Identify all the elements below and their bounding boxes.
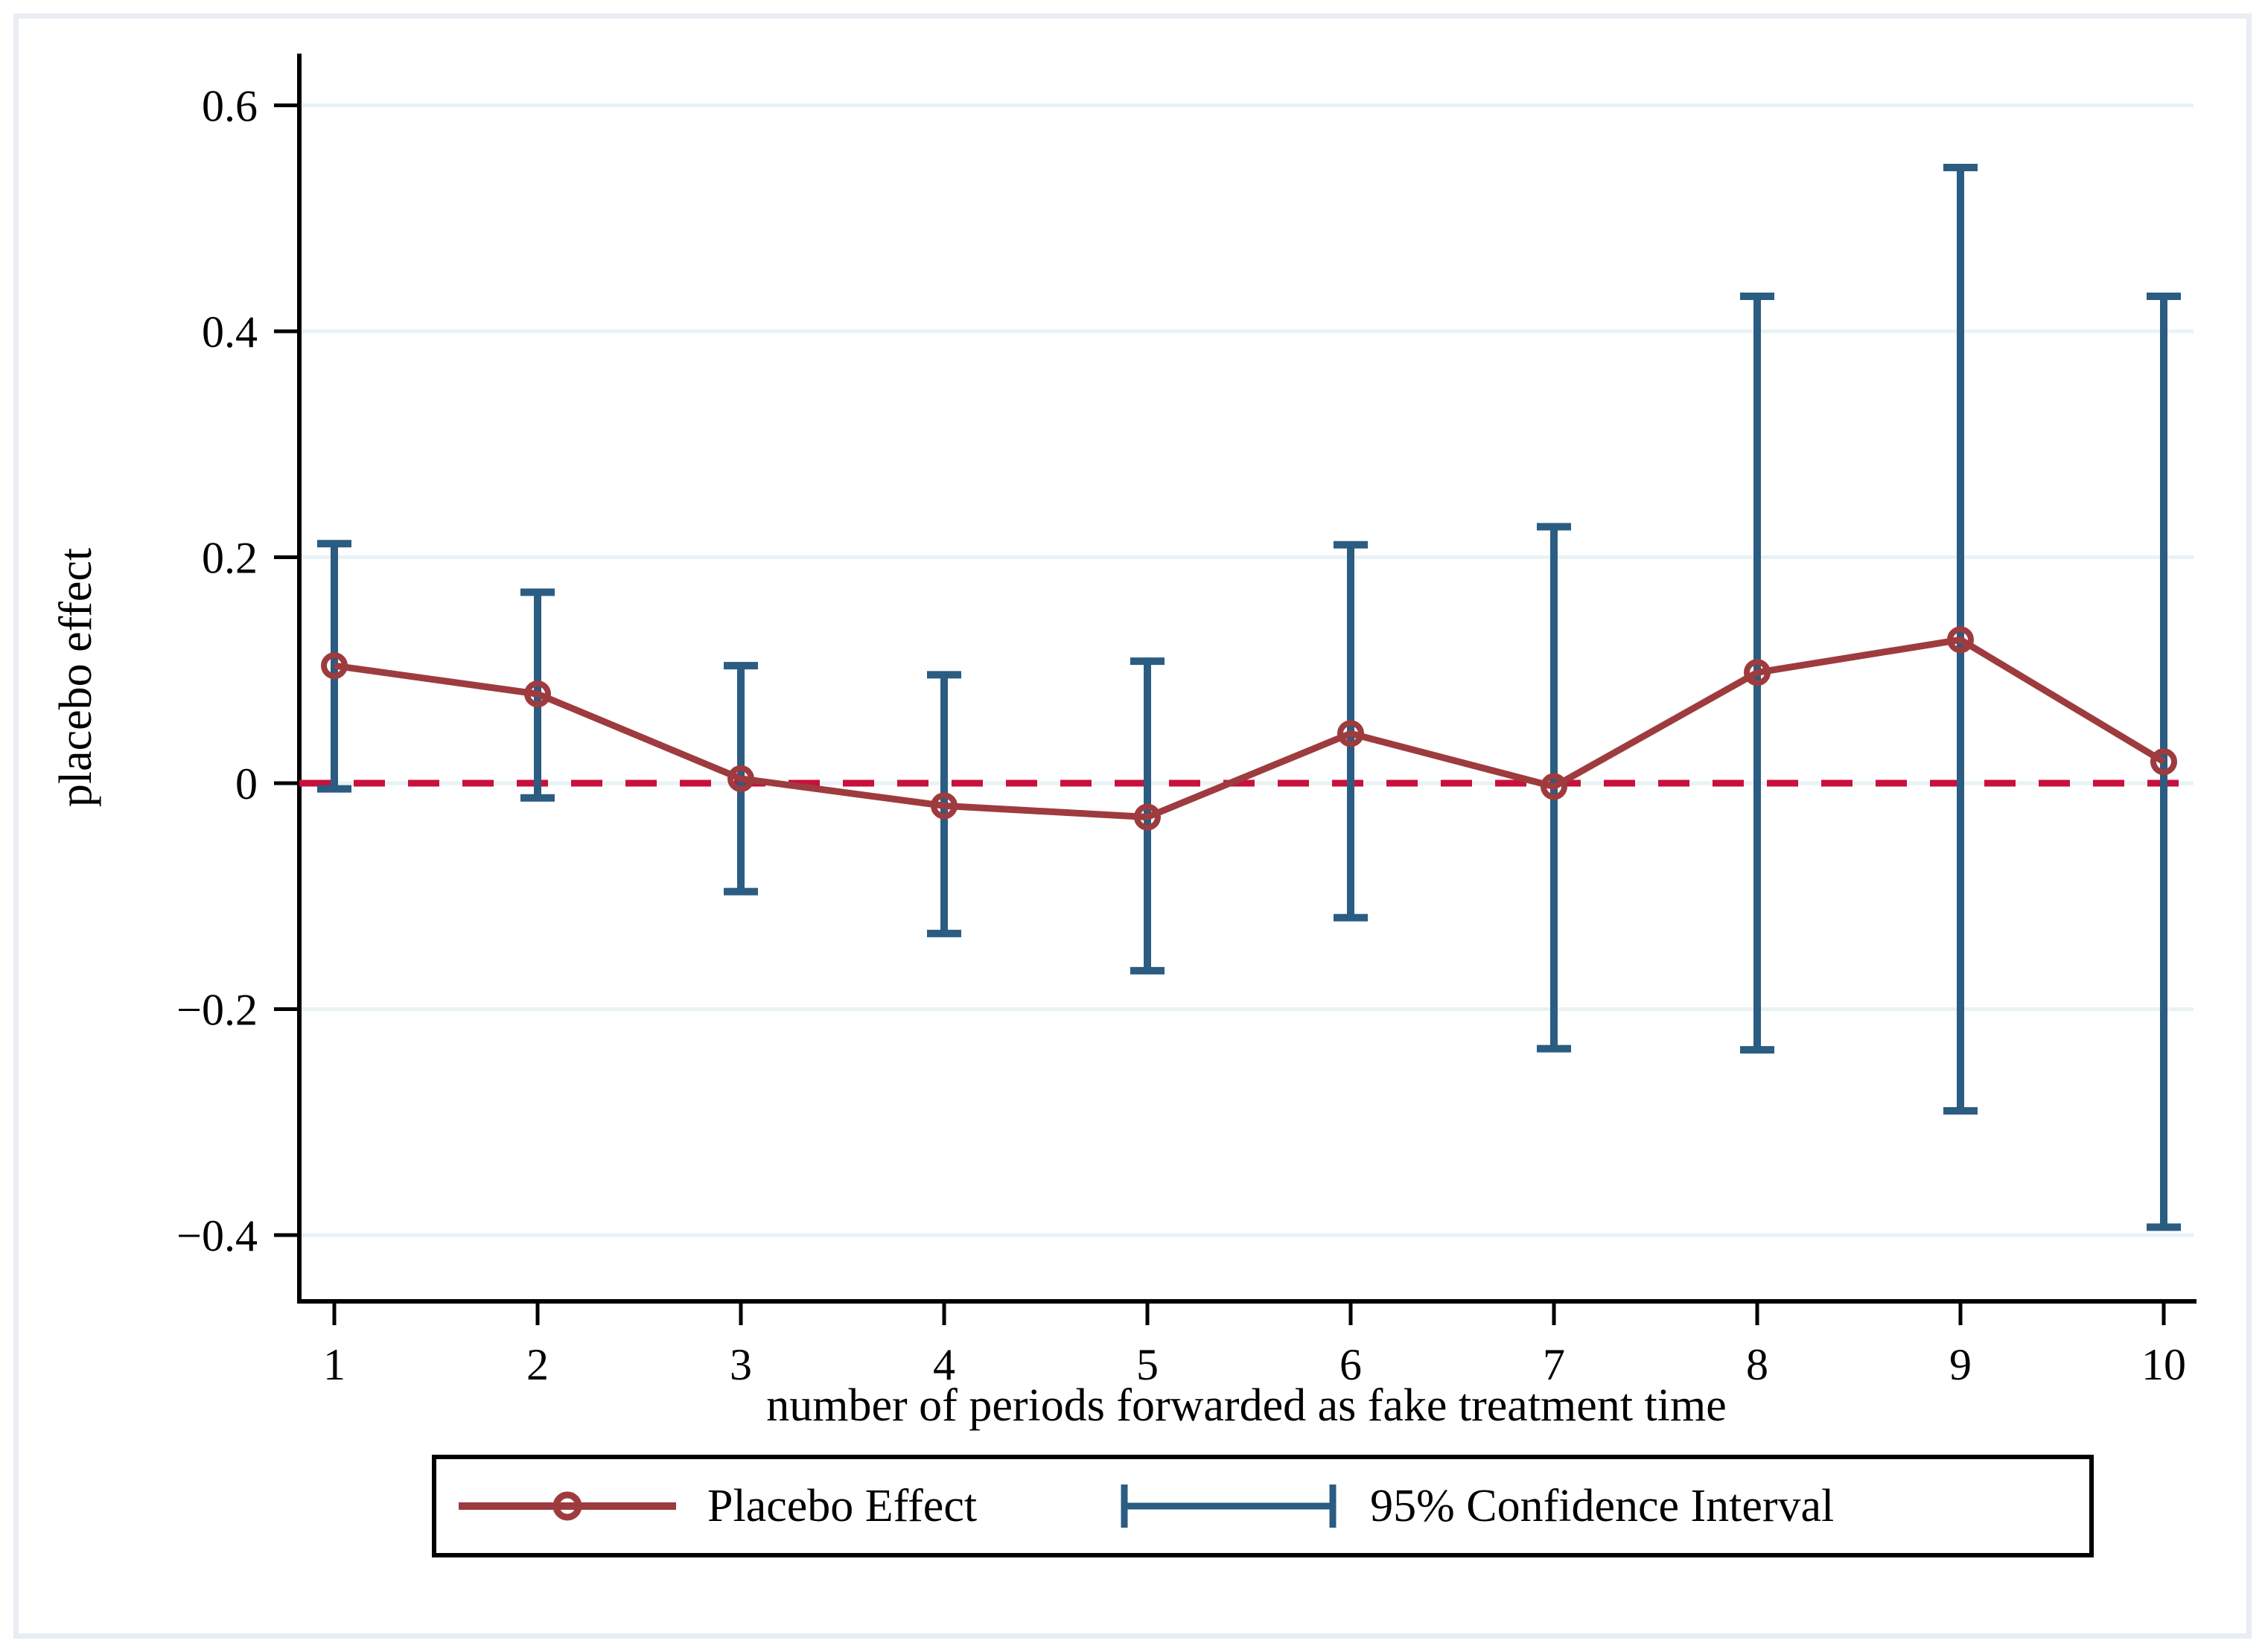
x-axis-title: number of periods forwarded as fake trea… — [766, 1380, 1726, 1431]
data-layer — [299, 163, 2194, 1231]
ci-errorbar-swatch-icon — [1121, 1484, 1337, 1528]
x-tick-label: 3 — [730, 1340, 752, 1389]
x-tick-label: 2 — [526, 1340, 549, 1389]
y-tick-label: −0.4 — [176, 1211, 258, 1260]
legend-label-placebo-effect: Placebo Effect — [707, 1480, 978, 1531]
y-tick-label: 0.4 — [202, 307, 258, 357]
legend-item-confidence-interval: 95% Confidence Interval — [1118, 1479, 1834, 1534]
axis-layer: 0.6 0.4 0.2 0 −0.2 −0.4 1 2 3 4 5 6 7 8 9 10 — [176, 54, 2196, 1389]
legend-label-confidence-interval: 95% Confidence Interval — [1370, 1480, 1835, 1531]
x-tick-label: 8 — [1746, 1340, 1768, 1389]
x-tick-label: 1 — [323, 1340, 345, 1389]
y-tick-label: 0.6 — [202, 82, 258, 131]
placebo-effect-marker — [931, 792, 958, 820]
placebo-effect-marker — [727, 765, 754, 792]
placebo-effect-marker — [1744, 659, 1771, 686]
y-axis-title: placebo effect — [51, 548, 101, 807]
x-tick-label: 4 — [933, 1340, 955, 1389]
x-tick-label: 5 — [1136, 1340, 1159, 1389]
grid-layer — [299, 103, 2194, 1237]
placebo-effect-marker — [1541, 773, 1567, 800]
placebo-effect-line — [334, 636, 2166, 821]
x-tick-label: 6 — [1339, 1340, 1362, 1389]
y-tick-label: 0 — [235, 759, 258, 809]
legend: Placebo Effect 95% Confidence Interval — [432, 1455, 2094, 1557]
placebo-effect-marker — [321, 652, 348, 680]
x-tick-label: 10 — [2141, 1340, 2186, 1389]
placebo-effect-marker — [2150, 748, 2177, 776]
x-tick-label: 7 — [1543, 1340, 1565, 1389]
legend-item-placebo-effect: Placebo Effect — [459, 1479, 977, 1534]
placebo-line-swatch-icon — [459, 1491, 676, 1521]
y-tick-label: 0.2 — [202, 534, 258, 583]
placebo-effect-marker — [1337, 720, 1364, 747]
x-tick-label: 9 — [1949, 1340, 1972, 1389]
placebo-effect-marker — [1947, 626, 1974, 654]
placebo-effect-marker — [1134, 803, 1161, 831]
placebo-effect-marker — [524, 680, 551, 708]
y-tick-label: −0.2 — [176, 986, 258, 1035]
